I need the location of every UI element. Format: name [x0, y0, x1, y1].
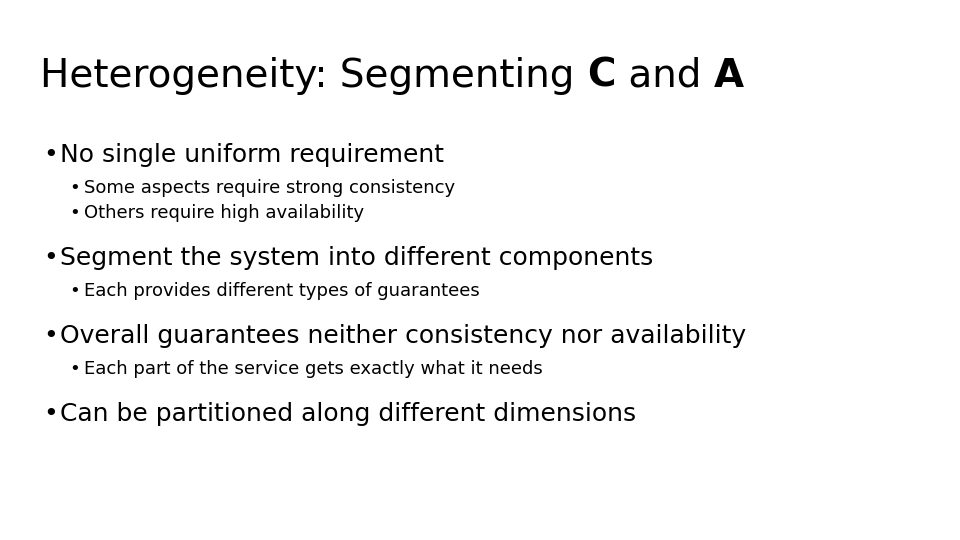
- Text: Each part of the service gets exactly what it needs: Each part of the service gets exactly wh…: [84, 360, 543, 378]
- Text: •: •: [69, 204, 80, 222]
- Text: •: •: [69, 282, 80, 300]
- Text: No single uniform requirement: No single uniform requirement: [60, 143, 444, 167]
- Text: Overall guarantees neither consistency nor availability: Overall guarantees neither consistency n…: [60, 324, 746, 348]
- Text: Can be partitioned along different dimensions: Can be partitioned along different dimen…: [60, 402, 636, 426]
- Text: •: •: [43, 402, 58, 426]
- Text: •: •: [69, 179, 80, 197]
- Text: Segment the system into different components: Segment the system into different compon…: [60, 246, 653, 269]
- Text: •: •: [43, 246, 58, 269]
- Text: Others require high availability: Others require high availability: [84, 204, 365, 222]
- Text: Some aspects require strong consistency: Some aspects require strong consistency: [84, 179, 456, 197]
- Text: •: •: [43, 324, 58, 348]
- Text: A: A: [713, 57, 743, 94]
- Text: and: and: [615, 57, 713, 94]
- Text: C: C: [588, 57, 615, 94]
- Text: •: •: [43, 143, 58, 167]
- Text: Heterogeneity: Segmenting: Heterogeneity: Segmenting: [40, 57, 588, 94]
- Text: Each provides different types of guarantees: Each provides different types of guarant…: [84, 282, 480, 300]
- Text: •: •: [69, 360, 80, 378]
